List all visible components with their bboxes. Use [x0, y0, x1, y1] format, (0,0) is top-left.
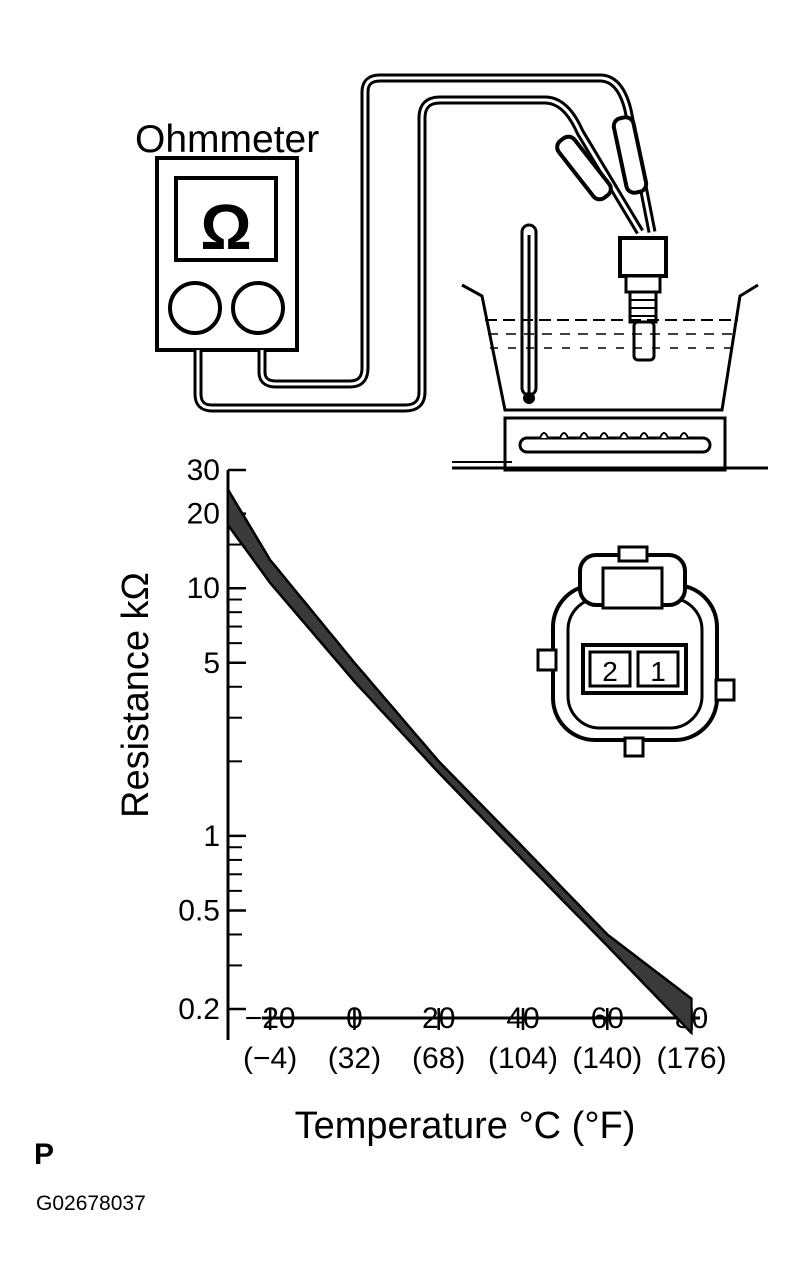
- x-tick-label: 40: [506, 1002, 539, 1035]
- thermometer-bulb: [523, 392, 535, 404]
- meter-jack-right: [231, 281, 285, 335]
- y-tick-label: 0.2: [178, 993, 220, 1026]
- x-tick-label-fahrenheit: (−4): [243, 1042, 297, 1075]
- y-tick-label: 1: [203, 820, 220, 853]
- y-axis-label: Resistance kΩ: [115, 572, 157, 818]
- y-minor-ticks: [228, 543, 242, 967]
- figure-code: G02678037: [36, 1192, 146, 1215]
- resistance-temperature-chart: 30 20 10 5 1 0.5 0.2 −20 (−4) 0 (32) 20 (68) 40 (104)…: [115, 454, 727, 1147]
- x-tick-label: 20: [422, 1002, 455, 1035]
- x-tick-label-fahrenheit: (68): [412, 1042, 465, 1075]
- water-pot: [461, 283, 759, 412]
- ohmmeter-label: Ohmmeter: [135, 118, 319, 161]
- y-tick-label: 20: [187, 498, 220, 531]
- test-probe-left: [555, 134, 613, 202]
- lead-wire-inner-core: [260, 76, 654, 386]
- x-axis-label: Temperature °C (°F): [295, 1105, 636, 1147]
- y-tick-label: 5: [203, 647, 220, 680]
- pin-label-1: 1: [650, 656, 666, 687]
- x-tick-label: 60: [591, 1002, 624, 1035]
- x-tick-label-fahrenheit: (32): [328, 1042, 381, 1075]
- y-tick-label: 0.5: [178, 894, 220, 927]
- figure-letter: P: [34, 1138, 55, 1171]
- ohm-symbol-icon: Ω: [200, 191, 251, 263]
- lower-limit-line: [226, 524, 693, 1034]
- upper-limit-line: [226, 488, 693, 1000]
- y-tick-label: 10: [187, 572, 220, 605]
- lead-wire-inner: [257, 73, 657, 389]
- x-tick-label-fahrenheit: (140): [572, 1042, 642, 1075]
- connector-pin-2: [588, 650, 632, 688]
- x-tick-label-fahrenheit: (104): [488, 1042, 558, 1075]
- y-tick-label: 30: [187, 454, 220, 487]
- pin-label-2: 2: [602, 656, 618, 687]
- x-tick-label: 0: [346, 1002, 363, 1035]
- x-tick-label: −20: [245, 1002, 296, 1035]
- x-tick-label-fahrenheit: (176): [657, 1042, 727, 1075]
- connector-pin-1: [636, 650, 680, 688]
- lead-wire-outer-core: [196, 98, 642, 410]
- ohmmeter-setup-illustration: Ohmmeter Ω: [135, 73, 768, 758]
- sensor-connector: 2 1: [536, 545, 736, 758]
- heat-source-burner: [452, 416, 768, 472]
- test-probe-right: [611, 115, 649, 195]
- temperature-sensor: [618, 236, 668, 362]
- meter-jack-left: [168, 281, 222, 335]
- ohmmeter-display: [174, 176, 278, 262]
